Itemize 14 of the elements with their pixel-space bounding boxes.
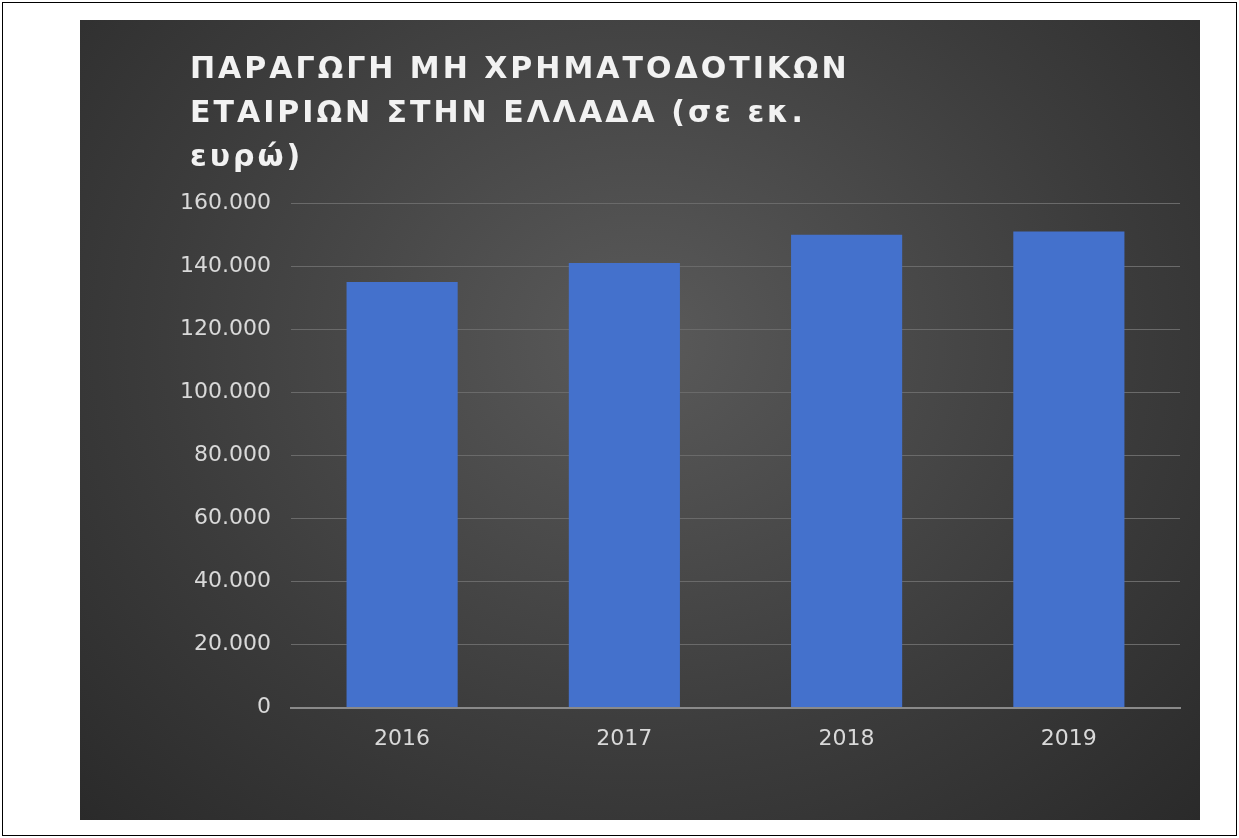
- y-tick-label: 20.000: [193, 630, 271, 656]
- y-tick-label: 120.000: [179, 315, 271, 341]
- x-tick-label: 2017: [596, 724, 653, 750]
- y-tick-label: 140.000: [179, 251, 271, 277]
- y-tick-label: 60.000: [193, 504, 271, 530]
- y-tick-label: 100.000: [179, 378, 271, 404]
- y-tick-label: 0: [256, 693, 271, 719]
- y-tick-label: 160.000: [179, 188, 271, 214]
- y-tick-label: 80.000: [193, 441, 271, 467]
- x-tick-label: 2016: [374, 724, 431, 750]
- x-tick-label: 2019: [1040, 724, 1097, 750]
- chart-title: ΠΑΡΑΓΩΓΗ ΜΗ ΧΡΗΜΑΤΟΔΟΤΙΚΩΝ ΕΤΑΙΡΙΩΝ ΣΤΗΝ ΕΛΛΑΔΑ (σε εκ. ευρώ): [190, 49, 851, 175]
- x-tick-label: 2018: [818, 724, 875, 750]
- y-tick-label: 40.000: [193, 567, 271, 593]
